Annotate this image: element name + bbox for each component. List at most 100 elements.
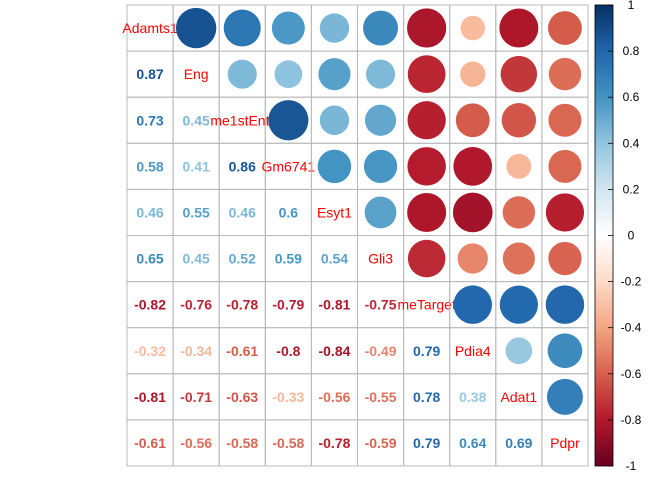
correlation-circle	[407, 192, 447, 232]
correlation-value: 0.73	[136, 112, 163, 128]
correlation-circle	[319, 13, 350, 43]
correlation-value: 0.69	[505, 435, 532, 451]
correlation-value: -0.8	[276, 343, 300, 359]
variable-label: meTarget	[397, 297, 455, 313]
correlation-circle	[366, 59, 396, 89]
correlation-value: -0.49	[365, 343, 397, 359]
correlation-value: -0.78	[318, 435, 350, 451]
correlation-circle	[407, 147, 446, 186]
legend-tick-label: -0.8	[621, 413, 642, 427]
correlation-circle	[363, 10, 399, 46]
correlation-circle	[548, 57, 582, 91]
correlation-value: -0.79	[272, 297, 304, 313]
correlation-value: 0.79	[413, 343, 440, 359]
correlation-value: -0.61	[134, 435, 166, 451]
correlation-circle	[460, 61, 486, 87]
color-legend: -1 -0.8 -0.6 -0.4 -0.2 0 0.2 0.4 0.6 0.8 1	[594, 0, 642, 473]
correlation-circle	[545, 285, 585, 324]
correlation-value: -0.81	[318, 297, 350, 313]
variable-label: Pdia4	[455, 343, 491, 359]
correlation-circle	[499, 8, 539, 48]
correlation-value: 0.64	[459, 435, 486, 451]
correlation-value: -0.55	[365, 389, 397, 405]
correlation-value: 0.87	[136, 66, 163, 82]
correlation-value: -0.32	[134, 343, 166, 359]
variable-label: Adat1	[501, 389, 538, 405]
correlation-circle	[274, 60, 303, 89]
legend-tick-label: -0.6	[621, 367, 642, 381]
correlation-circle	[502, 196, 536, 229]
correlation-circle	[364, 104, 397, 136]
correlation-circle	[271, 11, 305, 45]
variable-label: Eng	[184, 66, 209, 82]
correlation-circle	[547, 333, 583, 369]
variable-label: me1stEntr	[210, 112, 274, 128]
correlation-value: 0.45	[183, 251, 210, 267]
legend-tick-label: 0.2	[623, 182, 640, 196]
correlation-circle	[500, 55, 538, 93]
correlation-value: 0.46	[136, 204, 163, 220]
correlation-value: 0.59	[275, 251, 302, 267]
correlation-circle	[363, 149, 398, 183]
variable-label: Gm6741	[261, 158, 315, 174]
correlation-circle	[407, 8, 447, 48]
legend-tick-label: 0.8	[623, 44, 640, 58]
legend-tick-label: -0.2	[621, 275, 642, 289]
correlation-circle	[407, 55, 446, 94]
legend-tick-label: -1	[626, 459, 637, 473]
correlation-value: -0.81	[134, 389, 166, 405]
legend-tick-label: 0.6	[623, 90, 640, 104]
legend-tick-label: 0	[628, 229, 635, 243]
correlation-circle	[548, 103, 582, 137]
correlation-value: 0.6	[279, 204, 299, 220]
correlation-value: -0.58	[272, 435, 304, 451]
correlation-circle	[453, 285, 493, 324]
correlation-value: -0.84	[318, 343, 350, 359]
correlation-circle	[452, 192, 493, 233]
correlation-value: 0.55	[183, 204, 210, 220]
correlation-value: 0.38	[459, 389, 486, 405]
correlation-circle	[175, 7, 217, 49]
correlation-circle	[502, 242, 535, 275]
variable-label: Adamts1	[122, 20, 177, 36]
legend-tick-label: -0.4	[621, 321, 642, 335]
correlation-circle	[453, 146, 493, 186]
variable-label: Gli3	[368, 251, 393, 267]
correlation-value: 0.52	[229, 251, 256, 267]
correlation-circle	[318, 58, 351, 91]
legend-tick-label: 0.4	[623, 136, 640, 150]
correlation-value: 0.41	[183, 158, 210, 174]
correlation-circle	[546, 378, 583, 415]
correlation-value: -0.58	[226, 435, 258, 451]
correlation-circle	[407, 101, 446, 140]
correlation-value: 0.54	[321, 251, 348, 267]
correlation-value: 0.79	[413, 435, 440, 451]
correlation-circle	[223, 9, 261, 47]
correlation-circle	[501, 103, 537, 138]
grid-cell	[541, 419, 589, 467]
correlation-value: 0.45	[183, 112, 210, 128]
correlation-circle	[319, 105, 350, 135]
correlation-circle	[548, 149, 582, 183]
correlation-value: 0.46	[229, 204, 256, 220]
correlation-value: -0.59	[365, 435, 397, 451]
correlation-circle	[455, 103, 490, 138]
correlation-value: -0.78	[226, 297, 258, 313]
correlation-circle	[548, 11, 582, 45]
correlation-circle	[499, 285, 538, 324]
correlation-value: -0.56	[180, 435, 212, 451]
correlation-circle	[548, 241, 582, 276]
correlation-value: -0.61	[226, 343, 258, 359]
correlation-value: 0.86	[229, 158, 256, 174]
correlation-circle	[317, 149, 352, 184]
correlation-value: -0.34	[180, 343, 212, 359]
correlation-value: 0.58	[136, 158, 163, 174]
correlation-value: -0.33	[272, 389, 304, 405]
correlation-circle	[545, 193, 585, 232]
correlation-value: 0.78	[413, 389, 440, 405]
correlation-value: -0.76	[180, 297, 212, 313]
correlation-circle	[505, 337, 533, 365]
correlation-circle	[407, 239, 446, 278]
